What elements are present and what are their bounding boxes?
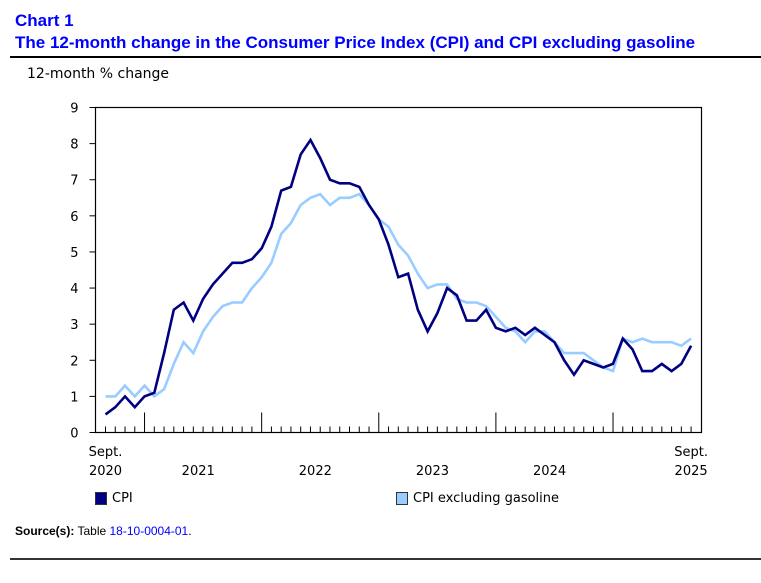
x-tick-label-month: Sept. bbox=[674, 445, 708, 460]
y-tick-label: 8 bbox=[70, 138, 78, 153]
source-prefix: Table bbox=[77, 524, 107, 538]
x-axis-labels: Sept. 2020 2021 2022 2023 2024 Sept. 2025 bbox=[89, 445, 708, 479]
title-divider bbox=[10, 56, 761, 58]
y-tick-label: 4 bbox=[70, 282, 78, 297]
x-tick-label-year: 2022 bbox=[299, 464, 332, 479]
legend-label-cpi-excluding-gasoline: CPI excluding gasoline bbox=[413, 491, 560, 506]
legend-label-cpi: CPI bbox=[112, 491, 133, 506]
plot-frame bbox=[94, 106, 703, 434]
y-tick-label: 0 bbox=[70, 427, 78, 442]
legend-swatch-cpi-excluding-gasoline bbox=[396, 492, 408, 505]
x-tick-label-year: 2025 bbox=[675, 464, 708, 479]
y-tick-label: 5 bbox=[70, 246, 78, 261]
y-axis-label: 12-month % change bbox=[27, 66, 170, 82]
x-tick-label-year: 2021 bbox=[182, 464, 215, 479]
y-tick-label: 2 bbox=[70, 354, 78, 369]
source-table-link[interactable]: 18-10-0004-01 bbox=[109, 524, 189, 538]
x-tick-label-year: 2023 bbox=[416, 464, 449, 479]
x-tick-label-year: 2020 bbox=[89, 464, 122, 479]
y-tick-label: 3 bbox=[70, 318, 78, 333]
y-tick-label: 7 bbox=[70, 174, 78, 189]
legend-item-cpi-excluding-gasoline: CPI excluding gasoline bbox=[396, 491, 559, 506]
x-tick-label-month: Sept. bbox=[89, 445, 123, 460]
legend-item-cpi: CPI bbox=[95, 491, 133, 506]
y-axis-ticks: 0 1 2 3 4 5 6 7 8 9 bbox=[70, 102, 96, 442]
chart-number: Chart 1 bbox=[15, 11, 74, 30]
y-tick-label: 9 bbox=[70, 102, 78, 117]
y-tick-label: 6 bbox=[70, 210, 78, 225]
footer-divider bbox=[10, 558, 761, 560]
series-line-cpi bbox=[104, 137, 693, 416]
legend-swatch-cpi bbox=[95, 492, 107, 505]
series-lines bbox=[104, 137, 693, 416]
x-tick-label-year: 2024 bbox=[533, 464, 566, 479]
source-label: Source(s): bbox=[15, 524, 75, 538]
chart-title: The 12-month change in the Consumer Pric… bbox=[15, 33, 696, 52]
y-tick-label: 1 bbox=[70, 390, 78, 405]
x-axis-ticks bbox=[105, 412, 692, 433]
source-suffix: . bbox=[188, 524, 192, 538]
source-note: Source(s): Table 18-10-0004-01. bbox=[15, 524, 192, 538]
series-line-cpi-excluding-gasoline bbox=[105, 192, 692, 399]
